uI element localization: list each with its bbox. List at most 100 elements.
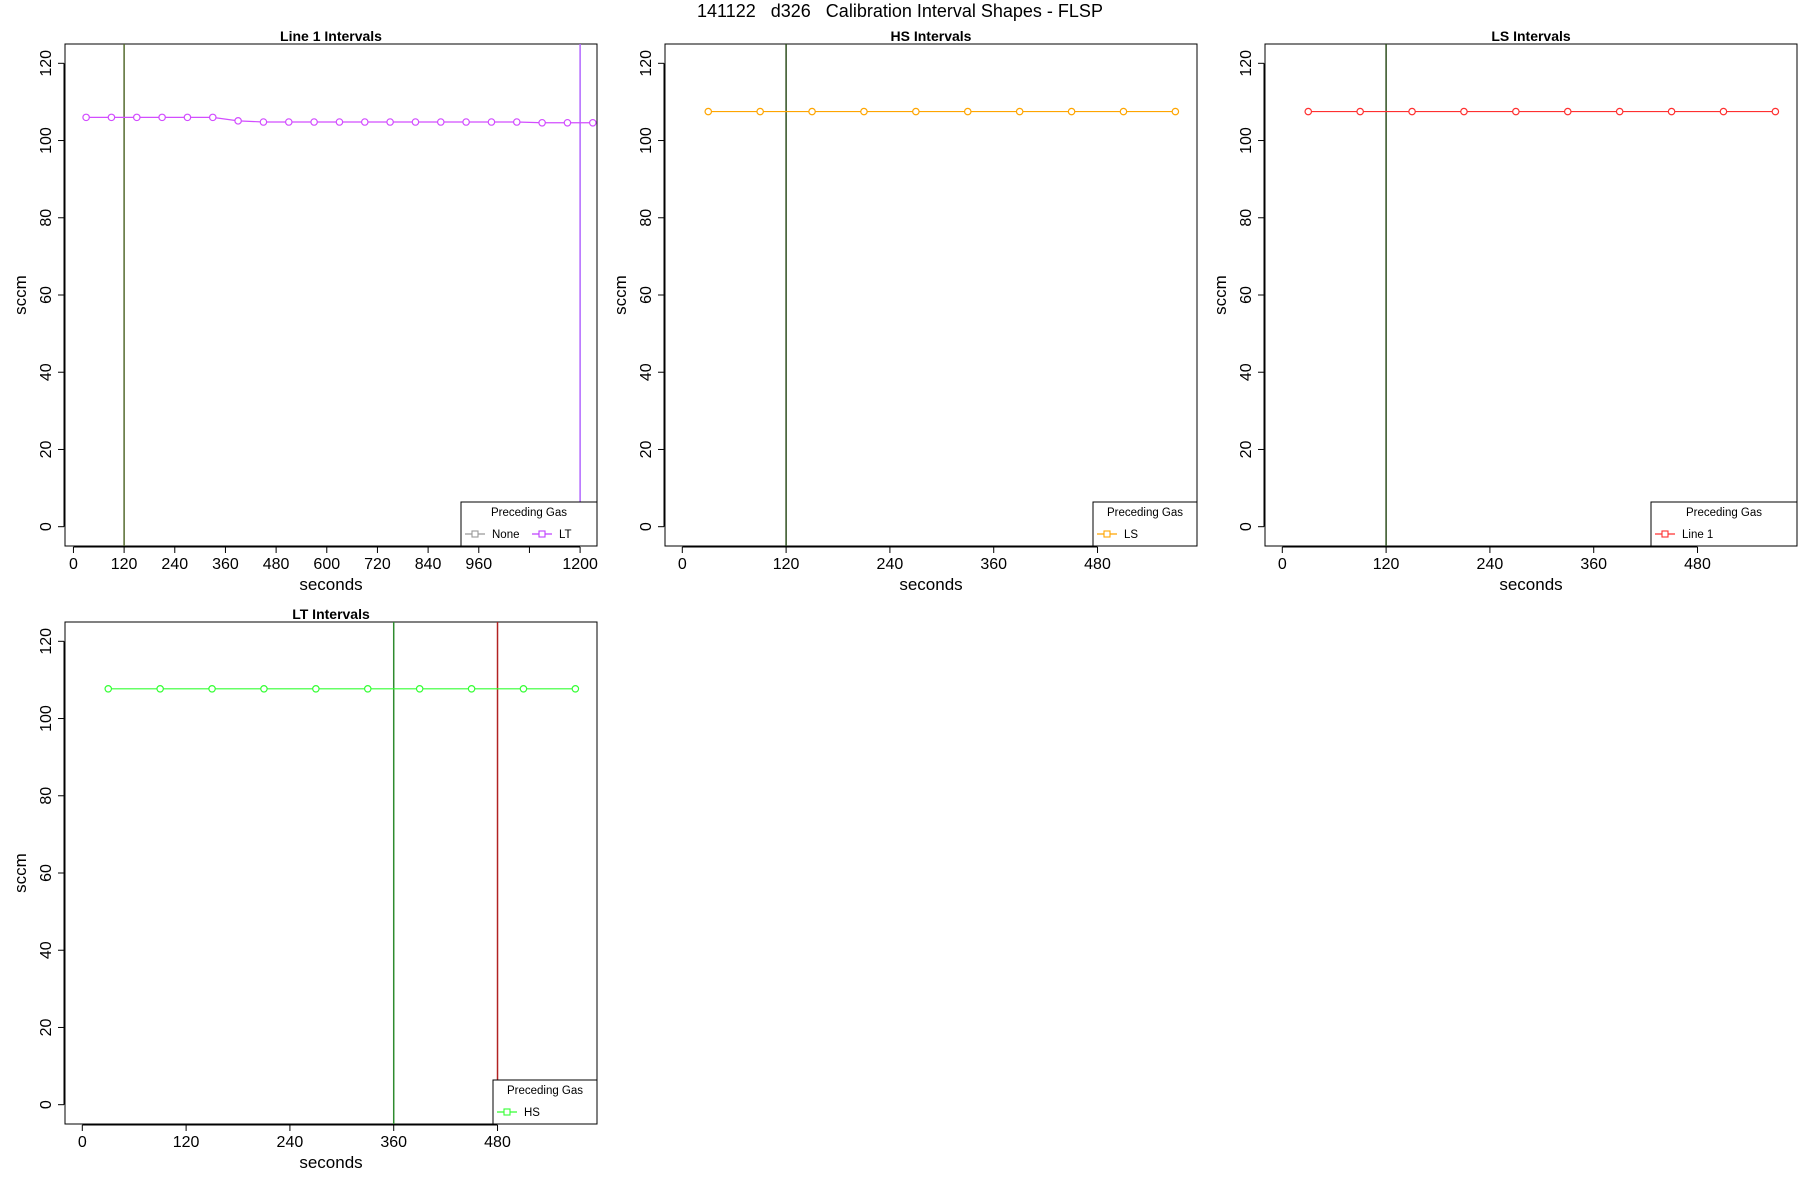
legend-entry-label: LT: [559, 529, 572, 541]
x-tick-label: 240: [877, 556, 904, 573]
y-tick-label: 80: [38, 209, 55, 227]
y-tick-label: 20: [1238, 440, 1255, 458]
x-tick-label: 360: [980, 556, 1007, 573]
data-point: [963, 107, 972, 116]
data-point: [436, 118, 445, 126]
data-point: [756, 107, 764, 116]
data-point: [1304, 107, 1313, 116]
plot-frame: [664, 43, 1198, 547]
y-axis-label: sccm: [611, 275, 630, 315]
data-point: [107, 113, 116, 122]
legend-entry-label: LS: [1124, 529, 1138, 541]
legend-box: [492, 1079, 598, 1125]
data-point: [512, 118, 521, 126]
x-tick-label: 720: [364, 556, 391, 573]
legend-entry-label: HS: [524, 1107, 540, 1119]
y-axis-label: sccm: [11, 853, 30, 893]
legend-title: Preceding Gas: [1686, 507, 1762, 519]
data-point: [860, 107, 868, 116]
x-axis-label: seconds: [299, 575, 362, 594]
y-tick-label: 0: [638, 522, 655, 531]
y-tick-label: 80: [38, 787, 55, 805]
y-tick-label: 40: [1238, 363, 1255, 381]
data-point: [284, 118, 293, 126]
y-tick-label: 20: [38, 440, 55, 458]
data-point: [1512, 107, 1520, 116]
data-point: [158, 113, 166, 122]
y-tick-label: 120: [638, 50, 655, 77]
legend-swatch-marker: [1661, 530, 1669, 538]
data-point: [363, 685, 372, 693]
y-tick-label: 20: [638, 440, 655, 458]
x-tick-label: 0: [678, 556, 687, 573]
data-point: [588, 118, 597, 127]
x-axis-label: seconds: [899, 575, 962, 594]
chart-title: HS Intervals: [891, 28, 972, 44]
data-point: [132, 113, 141, 122]
y-tick-label: 20: [38, 1018, 55, 1036]
legend-title: Preceding Gas: [1107, 507, 1183, 519]
chart-panel-ls: LS Intervals 0 120 240 360 480 seconds 0 20 40 60 8…: [1211, 28, 1798, 594]
y-tick-label: 40: [38, 941, 55, 959]
legend-entry-label: Line 1: [1682, 529, 1713, 541]
x-tick-label: 960: [465, 556, 492, 573]
data-point: [360, 118, 369, 126]
figure-title: 141122 d326 Calibration Interval Shapes …: [697, 1, 1103, 21]
legend-swatch-marker: [538, 530, 546, 538]
legend-entry-label: None: [492, 529, 520, 541]
chart-title: LS Intervals: [1491, 28, 1571, 44]
data-point: [1119, 107, 1128, 116]
data-point: [1563, 107, 1572, 116]
y-tick-label: 120: [38, 628, 55, 655]
data-point: [415, 685, 424, 693]
x-tick-label: 480: [1084, 556, 1111, 573]
data-point: [1771, 107, 1780, 116]
data-point: [1408, 107, 1416, 116]
data-point: [1667, 107, 1676, 116]
chart-title: Line 1 Intervals: [280, 28, 382, 44]
data-point: [411, 118, 420, 126]
data-point: [208, 113, 217, 122]
x-tick-label: 480: [484, 1134, 511, 1151]
y-axis-label: sccm: [11, 275, 30, 315]
y-axis-label: sccm: [1211, 275, 1230, 315]
y-tick-label: 100: [38, 705, 55, 732]
y-tick-label: 60: [1238, 286, 1255, 304]
y-tick-label: 100: [1238, 127, 1255, 154]
data-point: [1356, 107, 1364, 116]
data-point: [1615, 107, 1624, 116]
x-axis-label: seconds: [1499, 575, 1562, 594]
data-point: [1171, 107, 1180, 116]
x-tick-label: 120: [773, 556, 800, 573]
legend-swatch-marker: [471, 530, 479, 538]
x-tick-label: 840: [415, 556, 442, 573]
y-tick-label: 40: [38, 363, 55, 381]
y-tick-label: 40: [638, 363, 655, 381]
y-tick-label: 80: [638, 209, 655, 227]
data-point: [82, 113, 90, 122]
chart-panel-hs: HS Intervals 0 120 240 360 480 seconds 0 20 40 60 8…: [611, 28, 1198, 594]
data-point: [335, 118, 344, 126]
data-point: [571, 685, 580, 693]
data-point: [519, 685, 528, 693]
x-tick-label: 120: [1373, 556, 1400, 573]
x-tick-label: 360: [1580, 556, 1607, 573]
plot-frame: [64, 621, 598, 1125]
data-point: [704, 107, 713, 116]
data-point: [234, 117, 242, 125]
data-point: [386, 118, 394, 126]
x-tick-label: 360: [380, 1134, 407, 1151]
legend-box: [1650, 501, 1798, 547]
y-tick-label: 100: [38, 127, 55, 154]
y-tick-label: 0: [38, 1100, 55, 1109]
data-point: [259, 118, 268, 126]
x-tick-label: 120: [173, 1134, 200, 1151]
data-point: [156, 685, 164, 693]
legend-swatch-marker: [1103, 530, 1111, 538]
data-point: [260, 685, 268, 693]
legend-title: Preceding Gas: [491, 507, 567, 519]
data-point: [1719, 107, 1728, 116]
x-tick-label: 120: [111, 556, 138, 573]
x-tick-label: 360: [212, 556, 239, 573]
